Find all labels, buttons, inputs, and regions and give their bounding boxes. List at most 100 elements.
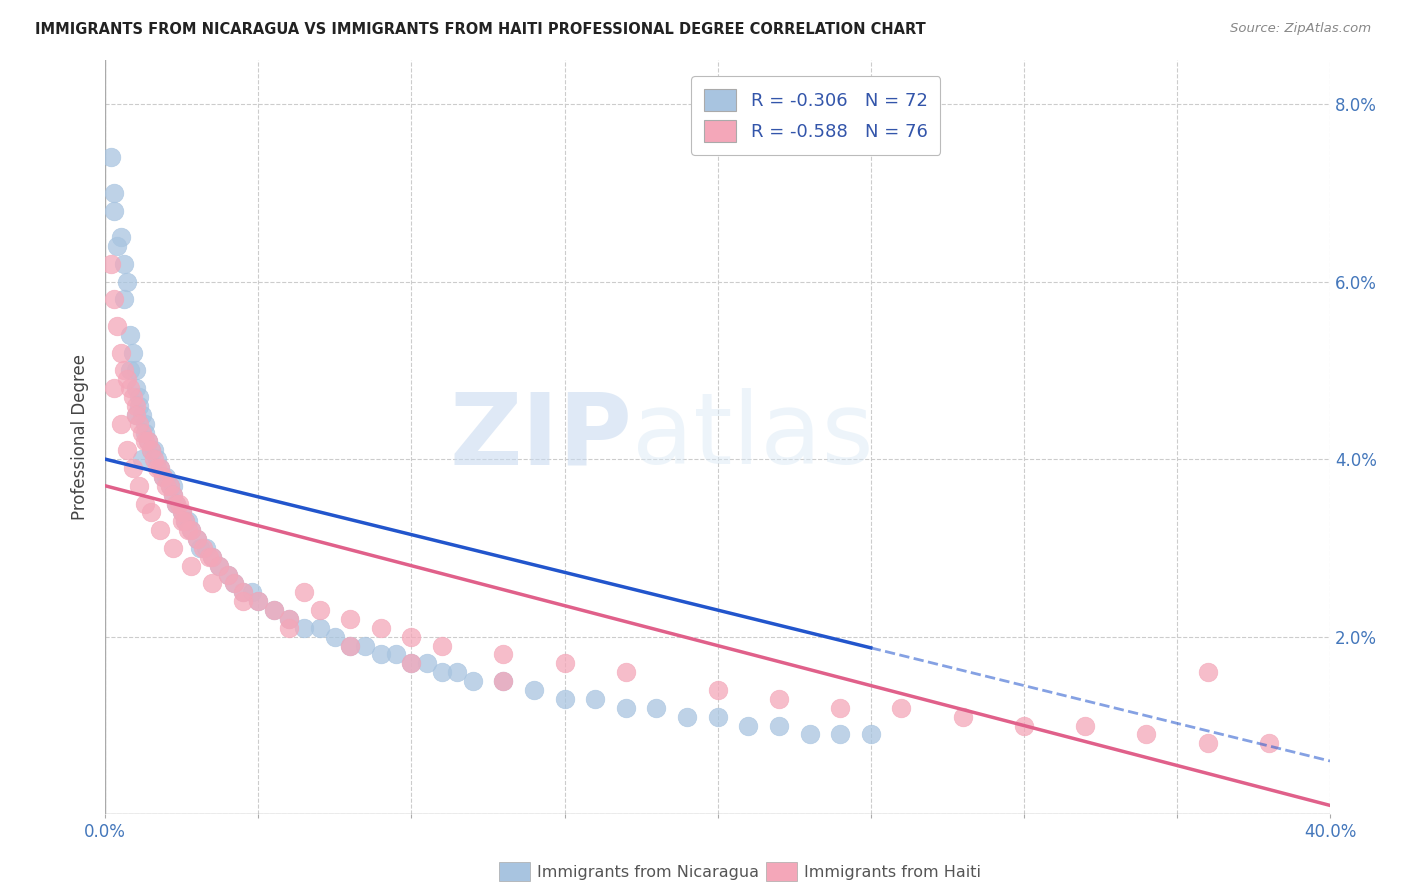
Point: [110, 345, 132, 359]
Point: [125, 381, 148, 395]
Point: [115, 275, 138, 289]
Point: [121, 390, 143, 404]
Point: [354, 639, 377, 653]
Point: [118, 381, 141, 395]
Point: [139, 443, 162, 458]
Point: [159, 479, 181, 493]
Point: [110, 230, 132, 244]
Point: [128, 479, 150, 493]
Point: [323, 630, 346, 644]
Point: [180, 558, 202, 573]
Point: [131, 452, 153, 467]
Point: [146, 452, 169, 467]
Point: [492, 674, 515, 689]
Point: [278, 612, 301, 626]
Point: [134, 434, 156, 449]
Point: [125, 399, 148, 413]
Point: [830, 727, 852, 741]
Point: [1135, 727, 1157, 741]
Point: [232, 585, 254, 599]
Point: [177, 514, 200, 528]
Text: Source: ZipAtlas.com: Source: ZipAtlas.com: [1230, 22, 1371, 36]
Text: Immigrants from Nicaragua: Immigrants from Nicaragua: [537, 865, 759, 880]
Point: [401, 657, 423, 671]
Point: [155, 479, 177, 493]
Legend: R = -0.306   N = 72, R = -0.588   N = 76: R = -0.306 N = 72, R = -0.588 N = 76: [692, 76, 941, 154]
Point: [207, 558, 229, 573]
Point: [416, 657, 439, 671]
Point: [134, 497, 156, 511]
Point: [614, 700, 637, 714]
Point: [152, 470, 174, 484]
Point: [170, 505, 193, 519]
Point: [247, 594, 270, 608]
Y-axis label: Professional Degree: Professional Degree: [72, 354, 89, 520]
Point: [128, 417, 150, 431]
Point: [278, 621, 301, 635]
Point: [799, 727, 821, 741]
Point: [492, 674, 515, 689]
Point: [1197, 736, 1219, 750]
Point: [339, 639, 361, 653]
Point: [201, 549, 224, 564]
Point: [112, 257, 135, 271]
Point: [385, 648, 408, 662]
Point: [134, 425, 156, 440]
Point: [139, 505, 162, 519]
Point: [162, 488, 184, 502]
Point: [112, 293, 135, 307]
Point: [100, 257, 122, 271]
Point: [737, 718, 759, 732]
Point: [186, 532, 208, 546]
Point: [159, 479, 181, 493]
Point: [554, 691, 576, 706]
Point: [193, 541, 215, 555]
Point: [207, 558, 229, 573]
Point: [217, 567, 239, 582]
Point: [115, 443, 138, 458]
Point: [115, 372, 138, 386]
Point: [401, 657, 423, 671]
Point: [125, 408, 148, 422]
Point: [103, 203, 125, 218]
Point: [240, 585, 263, 599]
Point: [201, 549, 224, 564]
Point: [830, 700, 852, 714]
Point: [155, 470, 177, 484]
Point: [134, 417, 156, 431]
Point: [292, 621, 315, 635]
Point: [146, 461, 169, 475]
Point: [523, 683, 546, 698]
Point: [177, 523, 200, 537]
Point: [890, 700, 912, 714]
Point: [149, 523, 172, 537]
Point: [143, 452, 166, 467]
Point: [112, 363, 135, 377]
Point: [173, 514, 195, 528]
Point: [308, 603, 330, 617]
Point: [430, 639, 453, 653]
Text: IMMIGRANTS FROM NICARAGUA VS IMMIGRANTS FROM HAITI PROFESSIONAL DEGREE CORRELATI: IMMIGRANTS FROM NICARAGUA VS IMMIGRANTS …: [35, 22, 927, 37]
Point: [107, 239, 129, 253]
Point: [118, 327, 141, 342]
Point: [198, 549, 221, 564]
Point: [401, 630, 423, 644]
Point: [492, 648, 515, 662]
Point: [149, 461, 172, 475]
Point: [162, 541, 184, 555]
Point: [131, 408, 153, 422]
Point: [121, 461, 143, 475]
Point: [676, 709, 699, 723]
Point: [370, 648, 392, 662]
Point: [278, 612, 301, 626]
Point: [131, 425, 153, 440]
Point: [768, 718, 790, 732]
Point: [110, 417, 132, 431]
Point: [461, 674, 484, 689]
Point: [430, 665, 453, 680]
Point: [706, 683, 728, 698]
Point: [180, 523, 202, 537]
Point: [339, 612, 361, 626]
Point: [167, 497, 190, 511]
Point: [614, 665, 637, 680]
